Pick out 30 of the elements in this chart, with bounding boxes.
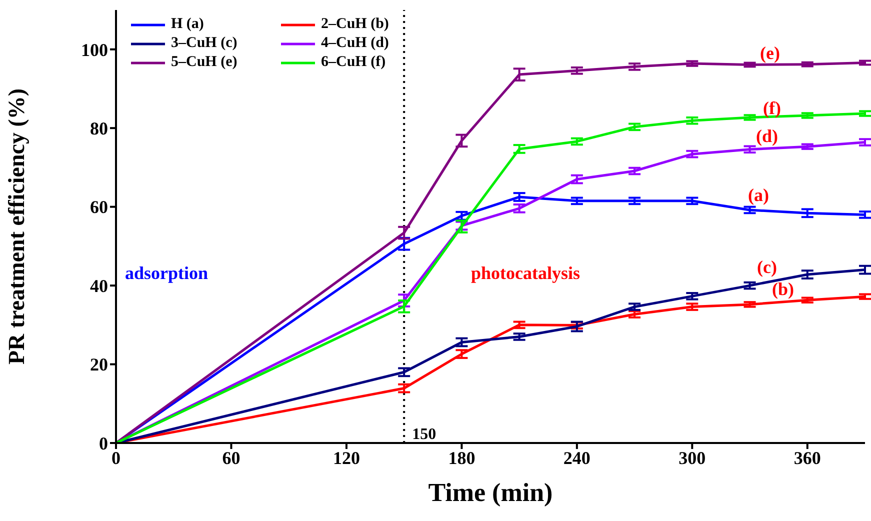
annotation: (d) <box>756 126 778 147</box>
y-tick-label: 60 <box>90 197 108 218</box>
x-tick-label: 0 <box>112 448 120 468</box>
legend-label: 3–CuH (c) <box>170 35 238 52</box>
x-tick-label: 180 <box>448 448 476 468</box>
annotation: (f) <box>763 98 781 119</box>
annotation: (b) <box>772 279 794 300</box>
y-tick-label: 20 <box>90 354 108 375</box>
x-tick-label: 240 <box>563 448 590 468</box>
legend-label: H (a) <box>170 16 205 33</box>
x-tick-label: 360 <box>794 448 821 468</box>
x-tick-label: 300 <box>678 448 706 468</box>
legend-label: 6–CuH (f) <box>320 54 387 71</box>
legend-label: 2–CuH (b) <box>320 16 390 33</box>
y-axis-title: PR treatment efficiency (%) <box>4 88 30 365</box>
annotation: (a) <box>748 185 769 206</box>
annotation: (e) <box>760 43 780 64</box>
y-tick-label: 0 <box>99 433 108 454</box>
annotation: photocatalysis <box>471 263 580 284</box>
annotation: (c) <box>757 257 777 278</box>
legend-label: 5–CuH (e) <box>170 54 238 71</box>
annotation: adsorption <box>125 263 208 284</box>
ref-line-label: 150 <box>412 426 436 443</box>
y-tick-label: 100 <box>81 40 108 60</box>
y-tick-label: 80 <box>90 118 108 138</box>
x-tick-label: 60 <box>222 448 240 468</box>
y-tick-label: 40 <box>90 276 108 296</box>
x-axis-title: Time (min) <box>428 478 553 507</box>
legend-label: 4–CuH (d) <box>320 35 390 52</box>
x-tick-label: 120 <box>332 448 360 468</box>
